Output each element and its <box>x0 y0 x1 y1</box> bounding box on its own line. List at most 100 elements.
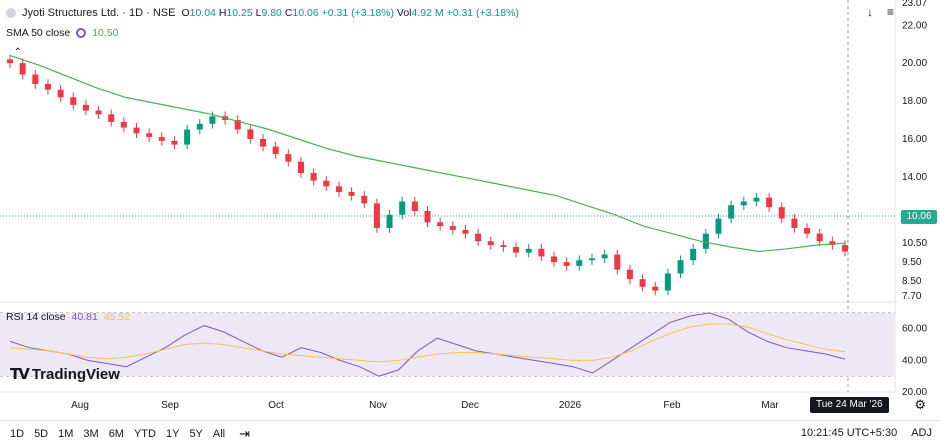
symbol-title[interactable]: Jyoti Structures Ltd. · 1D · NSE <box>22 7 176 19</box>
timeframe-button[interactable]: 1D <box>10 427 25 440</box>
candle-body <box>538 248 545 257</box>
candle-body <box>677 260 684 274</box>
candle-body <box>652 286 659 291</box>
time-tick-label: Sep <box>161 400 179 411</box>
candle-body <box>361 195 368 204</box>
candle-body <box>576 260 583 266</box>
candle-body <box>108 114 115 122</box>
candle-body <box>70 97 77 105</box>
clock-readout[interactable]: 10:21:45 UTC+5:30 <box>800 427 898 439</box>
rsi-tick-label: 20.00 <box>902 387 927 398</box>
candle-body <box>386 214 393 229</box>
candle-body <box>310 173 317 181</box>
current-price-tag: 10.06 <box>901 210 937 224</box>
symbol-legend[interactable]: Jyoti Structures Ltd. · 1D · NSE O10.04 … <box>6 7 519 19</box>
candle-body <box>424 210 431 223</box>
candle-body <box>690 248 697 261</box>
time-tick-label: 2026 <box>559 400 582 411</box>
candle-body <box>120 121 127 128</box>
candle-body <box>335 186 342 193</box>
chart-canvas[interactable]: 23.0722.0020.0018.0016.0014.0012.0010.50… <box>0 0 940 420</box>
rsi-line <box>9 312 846 377</box>
candle-body <box>297 161 304 174</box>
rsi-ma-legend-value: 45.52 <box>103 311 131 323</box>
price-tick-label: 9.50 <box>902 257 922 268</box>
candle-body <box>323 180 330 187</box>
candle-body <box>475 233 482 242</box>
rsi-legend[interactable]: RSI 14 close 40.81 45.52 <box>6 311 130 323</box>
candle-body <box>272 146 279 155</box>
time-tick-label: Aug <box>71 400 89 411</box>
candle-body <box>462 229 469 234</box>
candles-layer <box>7 54 848 296</box>
rsi-legend-name: RSI 14 close <box>6 311 66 323</box>
ohlc-values: O10.04 H10.25 L9.80 C10.06 +0.31 (+3.18%… <box>181 7 519 19</box>
candle-body <box>614 254 621 270</box>
candle-body <box>146 133 153 138</box>
collapse-legend-chevron-icon[interactable]: ⌃ <box>13 47 23 58</box>
rsi-ma-line <box>9 323 846 363</box>
candle-body <box>804 228 811 234</box>
candle-body <box>196 123 203 130</box>
timeframe-buttons: 1D 5D 1M 3M 6M YTD 1Y 5Y All <box>0 428 225 440</box>
candle-body <box>411 201 418 211</box>
candle-body <box>7 59 13 64</box>
price-tick-label: 16.00 <box>902 134 927 145</box>
candle-body <box>525 248 532 253</box>
candle-body <box>437 222 444 227</box>
candle-body <box>373 203 380 229</box>
candle-body <box>32 74 39 85</box>
candle-body <box>842 245 848 252</box>
timeframe-button[interactable]: 6M <box>108 427 124 440</box>
candle-body <box>247 129 254 139</box>
timeframe-button[interactable]: 5D <box>34 427 49 440</box>
candle-body <box>82 104 89 111</box>
timeframe-button[interactable]: 3M <box>83 427 99 440</box>
adj-toggle[interactable]: ADJ <box>911 427 932 439</box>
candle-body <box>184 129 191 145</box>
candle-body <box>285 154 292 162</box>
candle-body <box>791 218 798 229</box>
candle-body <box>260 138 267 147</box>
candle-body <box>664 273 671 291</box>
time-tick-label: Dec <box>461 400 479 411</box>
top-right-icons: ↓ ≡ <box>867 5 894 19</box>
candle-body <box>626 269 633 280</box>
time-tick-label: Feb <box>663 400 681 411</box>
tradingview-mark-icon: 𝗧𝗩 <box>10 365 30 383</box>
candle-body <box>19 63 26 75</box>
candle-body <box>348 192 355 196</box>
candle-body <box>740 201 747 206</box>
menu-lines-icon[interactable]: ≡ <box>886 5 894 19</box>
rsi-tick-label: 40.00 <box>902 355 927 366</box>
bottom-toolbar: 1D 5D 1M 3M 6M YTD 1Y 5Y All ⇥ 10:21:45 UTC+5:30… <box>0 420 940 446</box>
timeframe-button[interactable]: All <box>212 427 226 440</box>
rsi-legend-value: 40.81 <box>71 311 98 323</box>
timeframe-button[interactable]: 5Y <box>189 427 203 440</box>
candle-body <box>728 205 735 219</box>
timeframe-button[interactable]: YTD <box>133 427 156 440</box>
indicator-settings-icon[interactable] <box>76 28 87 38</box>
price-tick-label: 23.07 <box>902 0 927 9</box>
download-arrow-icon[interactable]: ↓ <box>866 5 873 19</box>
tradingview-logo[interactable]: 𝗧𝗩 TradingView <box>10 365 120 383</box>
sma-legend-value: 10.50 <box>92 27 119 39</box>
timeframe-button[interactable]: 1Y <box>165 427 180 440</box>
sma-legend[interactable]: SMA 50 close 10.50 <box>6 27 118 39</box>
candle-body <box>588 258 595 261</box>
price-tick-label: 8.50 <box>902 276 922 287</box>
price-tick-label: 7.70 <box>902 291 922 302</box>
candle-body <box>563 262 570 266</box>
symbol-logo-icon <box>6 8 16 18</box>
candle-body <box>209 116 216 124</box>
date-range-calendar-icon[interactable]: ⇥ <box>239 425 251 441</box>
candle-body <box>513 246 520 253</box>
candle-body <box>829 241 836 246</box>
candle-body <box>133 127 140 134</box>
candle-body <box>95 110 102 115</box>
rsi-band <box>0 312 895 377</box>
chart-settings-gear-icon[interactable]: ⚙ <box>914 397 926 412</box>
price-tick-label: 10.50 <box>902 238 927 249</box>
timeframe-button[interactable]: 1M <box>58 427 74 440</box>
candle-body <box>234 120 241 130</box>
